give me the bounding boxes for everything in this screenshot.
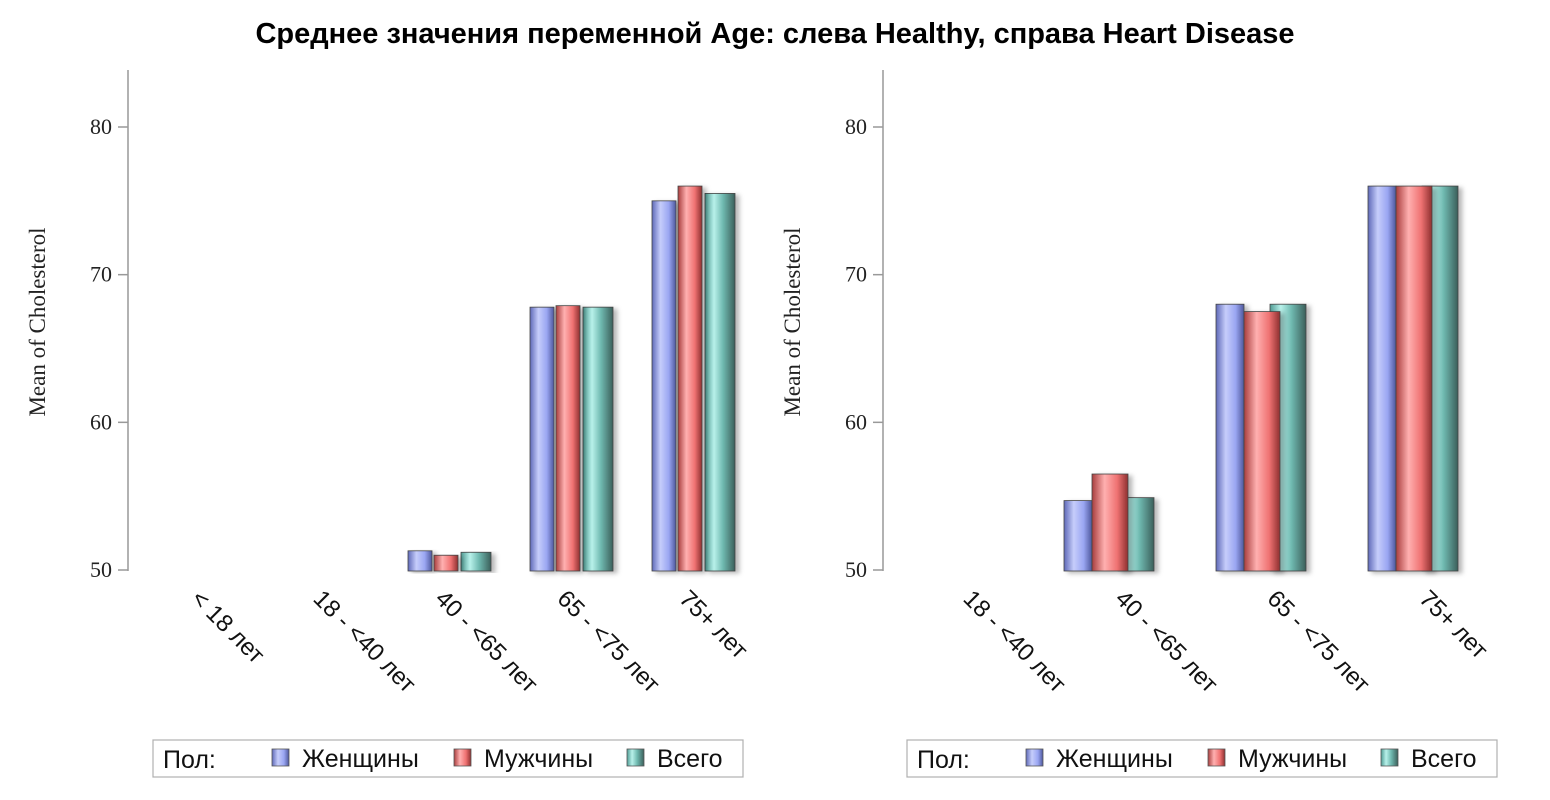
left-legend-swatch-total	[626, 748, 645, 767]
left-bar-total	[460, 551, 492, 572]
left-y-ticks: 50 60 70 80	[90, 114, 128, 582]
right-legend-title: Пол:	[917, 746, 970, 774]
left-legend-item-women: Женщины	[302, 745, 419, 773]
left-y-tick-label: 60	[90, 409, 112, 434]
right-x-tick-label: 75+ лет	[1414, 585, 1493, 664]
left-x-tick-label: 40 - <65 лет	[430, 585, 543, 698]
right-y-tick-label: 80	[845, 114, 867, 139]
left-y-axis-label: Mean of Cholesterol	[25, 227, 50, 416]
right-legend-swatch-women	[1025, 748, 1044, 767]
left-bar-men	[677, 185, 703, 572]
left-bar-women	[529, 306, 555, 572]
right-legend-swatch-men	[1207, 748, 1226, 767]
right-legend-item-women: Женщины	[1056, 745, 1173, 773]
left-x-tick-label: 75+ лет	[674, 585, 753, 664]
right-x-tick-label: 40 - <65 лет	[1110, 585, 1223, 698]
left-y-tick-label: 50	[90, 557, 112, 582]
right-x-tick-labels: 18 - <40 лет 40 - <65 лет 65 - <75 лет 75+ …	[958, 585, 1493, 698]
left-chart: Mean of Cholesterol 50 60 70 80 < 18 лет 18 …	[25, 70, 753, 778]
page-title: Среднее значения переменной Age: слева H…	[255, 18, 1295, 50]
left-x-tick-label: 65 - <75 лет	[552, 585, 665, 698]
right-chart: Mean of Cholesterol 50 60 70 80 18 - <40 ле…	[780, 70, 1498, 778]
right-x-tick-label: 18 - <40 лет	[958, 585, 1071, 698]
left-x-tick-label: < 18 лет	[186, 585, 270, 669]
left-bar-women	[651, 200, 677, 572]
left-bars	[407, 185, 736, 572]
left-bar-men	[433, 554, 459, 572]
right-y-tick-label: 70	[845, 262, 867, 287]
left-legend-item-total: Всего	[657, 745, 723, 773]
right-bar-women	[1063, 500, 1093, 572]
right-bar-women	[1367, 185, 1397, 572]
left-bar-total	[704, 193, 736, 572]
left-bar-men	[555, 305, 581, 572]
right-legend-item-men: Мужчины	[1238, 745, 1347, 773]
right-legend-item-total: Всего	[1411, 745, 1477, 773]
right-y-tick-label: 50	[845, 557, 867, 582]
left-legend: Пол: Женщины Мужчины Всего	[152, 739, 744, 778]
left-legend-swatch-men	[453, 748, 472, 767]
right-legend-swatch-total	[1380, 748, 1399, 767]
right-bar-men	[1395, 185, 1433, 572]
left-x-tick-label: 18 - <40 лет	[308, 585, 421, 698]
left-bar-women	[407, 550, 433, 572]
right-x-tick-label: 65 - <75 лет	[1262, 585, 1375, 698]
left-x-tick-labels: < 18 лет 18 - <40 лет 40 - <65 лет 65 - <75…	[186, 585, 753, 698]
left-legend-swatch-women	[271, 748, 290, 767]
right-bars	[1063, 185, 1459, 572]
right-bar-men	[1091, 473, 1129, 572]
left-y-tick-label: 70	[90, 262, 112, 287]
right-y-tick-label: 60	[845, 409, 867, 434]
right-y-ticks: 50 60 70 80	[845, 114, 883, 582]
left-y-tick-label: 80	[90, 114, 112, 139]
left-legend-title: Пол:	[163, 746, 216, 774]
right-y-axis-label: Mean of Cholesterol	[780, 227, 805, 416]
right-bar-men	[1243, 311, 1281, 572]
left-bar-total	[582, 306, 614, 572]
left-legend-item-men: Мужчины	[484, 745, 593, 773]
right-bar-women	[1215, 303, 1245, 572]
right-legend: Пол: Женщины Мужчины Всего	[906, 739, 1498, 778]
